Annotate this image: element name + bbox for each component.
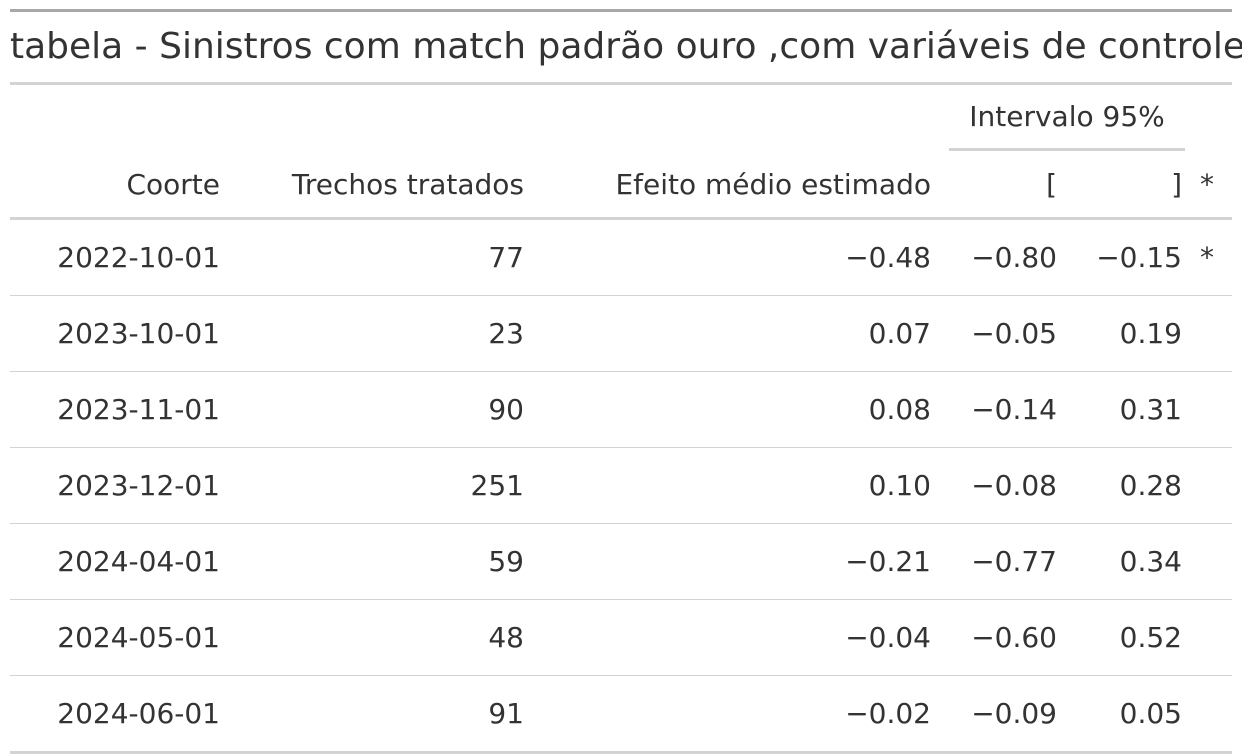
table-row: 2024-04-01 59 −0.21 −0.77 0.34 [10,524,1232,600]
cell-efeito: −0.04 [845,621,931,654]
title-rule [10,82,1232,85]
cell-coorte: 2023-11-01 [57,393,220,426]
cell-coorte: 2023-10-01 [57,317,220,350]
table-title: tabela - Sinistros com match padrão ouro… [10,26,1242,67]
cell-trechos: 48 [488,621,524,654]
cell-lower: −0.80 [971,241,1057,274]
cell-significance: * [1200,241,1214,274]
cell-efeito: 0.08 [868,393,931,426]
cell-significance [1182,524,1232,599]
cell-efeito: −0.48 [845,241,931,274]
cell-lower: −0.77 [971,545,1057,578]
cell-lower: −0.05 [971,317,1057,350]
interval-spanner-line [949,148,1185,151]
results-table: tabela - Sinistros com match padrão ouro… [10,9,1242,754]
cell-coorte: 2024-05-01 [57,621,220,654]
cell-trechos: 77 [488,241,524,274]
column-header-significance: * [1200,167,1214,201]
cell-coorte: 2022-10-01 [57,241,220,274]
table-row: 2022-10-01 77 −0.48 −0.80 −0.15 * [10,220,1232,296]
cell-efeito: −0.21 [845,545,931,578]
cell-significance [1182,448,1232,523]
cell-lower: −0.60 [971,621,1057,654]
cell-significance [1182,372,1232,447]
table-row: 2023-10-01 23 0.07 −0.05 0.19 [10,296,1232,372]
column-header-upper: ] [1171,167,1182,201]
spanner-row: Intervalo 95% [10,85,1232,151]
cell-lower: −0.09 [971,697,1057,730]
cell-lower: −0.14 [971,393,1057,426]
cell-trechos: 251 [470,469,524,502]
cell-coorte: 2023-12-01 [57,469,220,502]
cell-significance [1182,600,1232,675]
interval-spanner: Intervalo 95% [949,85,1185,151]
column-header-lower: [ [1046,167,1057,201]
cell-upper: −0.15 [1096,241,1182,274]
column-header-coorte: Coorte [126,167,220,201]
cell-significance [1182,296,1232,371]
table-row: 2023-12-01 251 0.10 −0.08 0.28 [10,448,1232,524]
cell-significance [1182,676,1232,751]
cell-upper: 0.31 [1119,393,1182,426]
cell-trechos: 23 [488,317,524,350]
interval-spanner-label: Intervalo 95% [969,100,1165,133]
cell-coorte: 2024-04-01 [57,545,220,578]
cell-trechos: 91 [488,697,524,730]
table-row: 2024-06-01 91 −0.02 −0.09 0.05 [10,676,1232,754]
cell-upper: 0.34 [1119,545,1182,578]
cell-efeito: −0.02 [845,697,931,730]
top-rule [10,9,1232,12]
cell-upper: 0.19 [1119,317,1182,350]
cell-efeito: 0.07 [868,317,931,350]
cell-upper: 0.05 [1119,697,1182,730]
cell-trechos: 90 [488,393,524,426]
cell-upper: 0.28 [1119,469,1182,502]
cell-coorte: 2024-06-01 [57,697,220,730]
cell-efeito: 0.10 [868,469,931,502]
cell-lower: −0.08 [971,469,1057,502]
table-row: 2023-11-01 90 0.08 −0.14 0.31 [10,372,1232,448]
column-header-trechos: Trechos tratados [291,167,524,201]
table-row: 2024-05-01 48 −0.04 −0.60 0.52 [10,600,1232,676]
cell-trechos: 59 [488,545,524,578]
cell-upper: 0.52 [1119,621,1182,654]
column-header-efeito: Efeito médio estimado [615,167,931,201]
column-header-row: Coorte Trechos tratados Efeito médio est… [10,151,1232,220]
